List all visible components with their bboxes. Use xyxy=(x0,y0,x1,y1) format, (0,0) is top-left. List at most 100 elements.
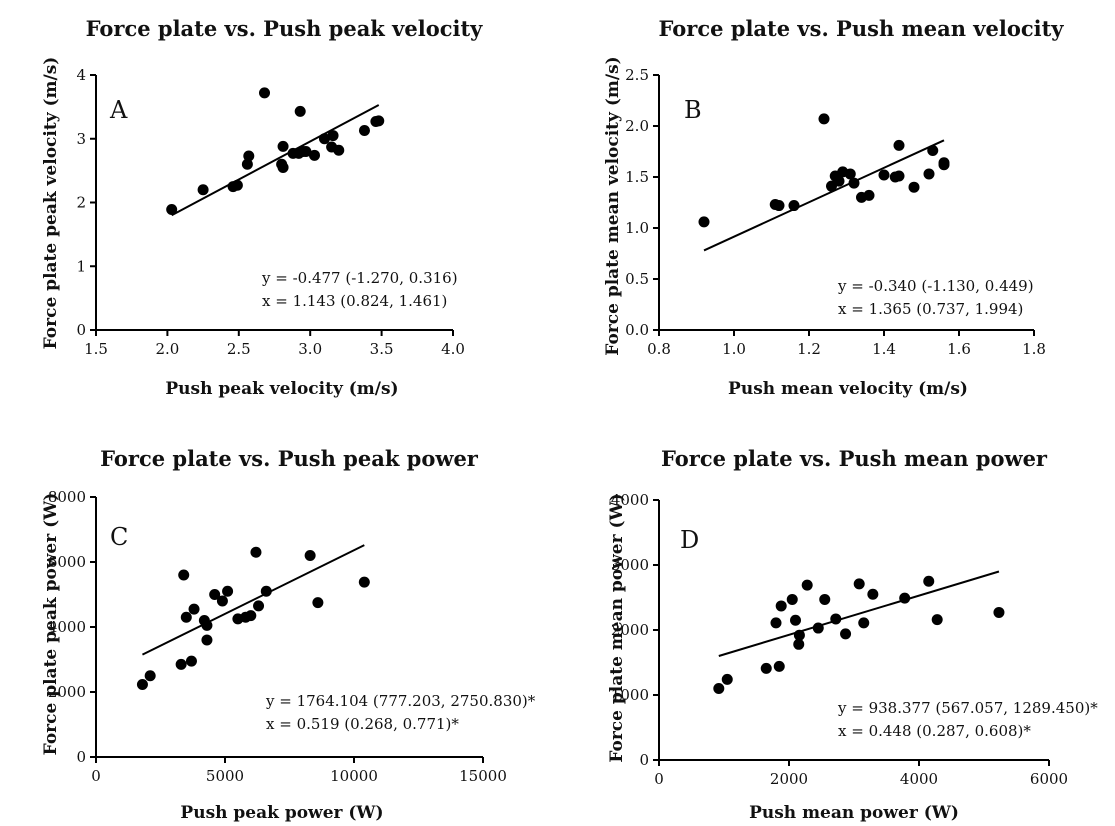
panel-b-y-tick-label: 1.0 xyxy=(625,219,649,237)
panel-b-data-point xyxy=(938,157,950,169)
panel-b-data-point xyxy=(863,189,875,201)
panel-b-y-axis-label: Force plate mean velocity (m/s) xyxy=(603,56,623,355)
panel-c-equation: y = 1764.104 (777.203, 2750.830)* xyxy=(265,692,536,710)
panel-d-y-tick-label: 3000 xyxy=(611,556,649,574)
panel-a-data-point xyxy=(241,158,253,170)
panel-a-y-tick-label: 1 xyxy=(76,257,86,275)
panel-d-x-tick-label: 0 xyxy=(654,770,664,788)
panel-b-data-point xyxy=(698,216,710,228)
panel-a-x-tick-label: 3.5 xyxy=(370,340,394,358)
panel-c-data-point xyxy=(304,550,316,561)
panel-b-y-tick-label: 0.5 xyxy=(625,270,649,288)
panel-d-data-point xyxy=(786,593,798,605)
panel-d-letter: D xyxy=(680,526,699,554)
panel-d-y-tick-label: 2000 xyxy=(611,621,649,639)
panel-b-x-tick-label: 1.8 xyxy=(1022,340,1046,358)
panel-c-data-point xyxy=(188,603,200,615)
panel-c-data-point xyxy=(250,546,262,558)
panel-a-data-point xyxy=(327,130,339,142)
panel-c-letter: C xyxy=(110,523,128,551)
panel-a-data-point xyxy=(294,105,306,117)
panel-d-title: Force plate vs. Push mean power xyxy=(661,446,1048,471)
panel-a-regression-line xyxy=(171,104,380,217)
panel-c-y-tick-label: 2000 xyxy=(48,683,86,701)
panel-a-data-point xyxy=(373,115,385,127)
panel-b-regression-line xyxy=(703,139,945,252)
panel-b-y-tick-label: 0.0 xyxy=(625,321,649,339)
panel-c-chart: Force plate vs. Push peak power 0 5000 1000… xyxy=(41,446,536,823)
panel-d-y-tick-label: 0 xyxy=(639,751,649,769)
panel-b-data-point xyxy=(927,144,939,156)
panel-b-data-point xyxy=(878,169,890,181)
panel-a-x-tick-label: 4.0 xyxy=(441,340,465,358)
panel-a-data-point xyxy=(277,161,289,173)
panel-c-data-point xyxy=(201,634,213,646)
panel-d-data-point xyxy=(899,592,911,604)
panel-c-x-tick-label: 0 xyxy=(91,767,101,785)
panel-c-data-point xyxy=(222,585,234,597)
panel-c-data-point xyxy=(144,670,156,682)
panel-d-data-point xyxy=(819,593,831,605)
panel-a-data-point xyxy=(243,150,255,162)
panel-c-y-tick-label: 6000 xyxy=(48,553,86,571)
panel-d-data-point xyxy=(853,578,865,590)
panel-c-data-point xyxy=(245,610,257,622)
panel-c-data-point xyxy=(185,655,197,667)
panel-c-title: Force plate vs. Push peak power xyxy=(100,446,479,471)
panel-b-data-point xyxy=(893,170,905,182)
panel-b-data-point xyxy=(893,139,905,151)
panel-b-x-tick-label: 0.8 xyxy=(647,340,671,358)
panel-b-equation: x = 1.365 (0.737, 1.994) xyxy=(838,300,1023,318)
panel-b-data-point xyxy=(818,113,830,125)
panel-a-data-point xyxy=(277,140,289,152)
panel-d-data-point xyxy=(931,614,943,626)
panel-d-equation: x = 0.448 (0.287, 0.608)* xyxy=(838,722,1031,740)
panel-d-data-point xyxy=(721,673,733,685)
panel-d-data-point xyxy=(993,606,1005,618)
panel-b-x-tick-label: 1.0 xyxy=(722,340,746,358)
panel-c-data-point xyxy=(312,597,324,609)
panel-c-y-tick-label: 4000 xyxy=(48,618,86,636)
panel-d-data-point xyxy=(793,629,805,641)
panel-d-y-axis-label: Force plate mean power (W) xyxy=(607,493,627,762)
panel-d-data-point xyxy=(793,638,805,650)
panel-a-y-tick-label: 2 xyxy=(76,194,86,212)
panel-a-chart: Force plate vs. Push peak velocity 1.5 2.0… xyxy=(41,16,483,399)
panel-c-data-point xyxy=(358,576,370,588)
panel-d-x-tick-label: 2000 xyxy=(770,770,808,788)
panel-c-x-axis-label: Push peak power (W) xyxy=(180,803,383,823)
panel-c-data-point xyxy=(209,589,221,600)
panel-d-y-tick-label: 1000 xyxy=(611,686,649,704)
panel-b-data-point xyxy=(833,175,845,187)
panel-a-data-point xyxy=(358,124,370,136)
panel-d-data-point xyxy=(801,579,813,591)
panel-c-y-tick-label: 8000 xyxy=(48,488,86,506)
panel-b-y-tick-label: 2.0 xyxy=(625,117,649,135)
panel-a-x-tick-label: 3.0 xyxy=(298,340,322,358)
panel-b-letter: B xyxy=(684,96,702,124)
panel-d-x-tick-label: 6000 xyxy=(1030,770,1068,788)
panel-b-y-tick-label: 1.5 xyxy=(625,168,649,186)
panel-a-equation: x = 1.143 (0.824, 1.461) xyxy=(262,292,447,310)
panel-d-data-point xyxy=(713,683,725,694)
panel-d-data-point xyxy=(773,660,785,672)
panel-c-data-point xyxy=(260,585,272,597)
panel-a-data-point xyxy=(231,179,243,191)
panel-a-y-tick-label: 4 xyxy=(76,66,86,84)
panel-b-data-point xyxy=(848,177,860,189)
panel-d-chart: Force plate vs. Push mean power 0 2000 4000… xyxy=(607,446,1098,823)
panel-c-x-tick-label: 15000 xyxy=(459,767,507,785)
panel-b-data-point xyxy=(844,168,856,180)
panel-d-equation: y = 938.377 (567.057, 1289.450)* xyxy=(837,699,1098,717)
panel-d-data-point xyxy=(790,614,801,626)
panel-d-x-tick-label: 4000 xyxy=(900,770,938,788)
panel-c-y-tick-label: 0 xyxy=(76,748,86,766)
panel-a-data-point xyxy=(333,144,345,156)
panel-c-data-point xyxy=(201,619,213,631)
panel-d-data-point xyxy=(830,613,842,625)
panel-a-y-axis-label: Force plate peak velocity (m/s) xyxy=(41,57,61,350)
panel-a-x-tick-label: 1.5 xyxy=(84,340,108,358)
panel-a-x-tick-label: 2.5 xyxy=(227,340,251,358)
panel-b-x-tick-label: 1.6 xyxy=(947,340,971,358)
